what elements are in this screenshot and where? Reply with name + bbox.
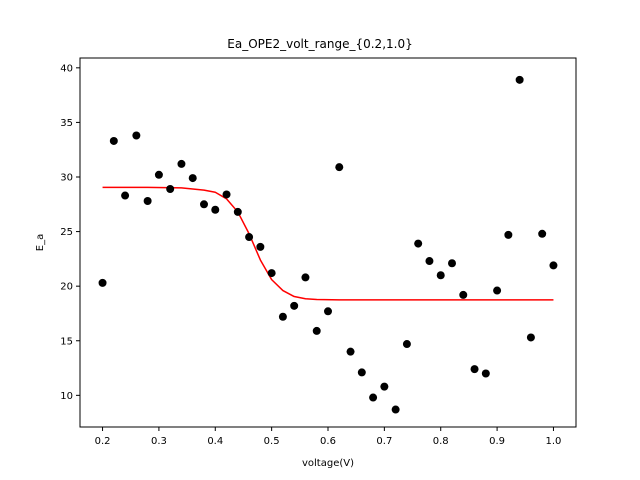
y-tick-label: 40 [60, 63, 73, 74]
data-point [245, 233, 254, 242]
data-point [335, 163, 344, 172]
x-tick-label: 0.9 [489, 436, 505, 447]
data-point [211, 205, 220, 214]
data-point [470, 365, 479, 374]
y-tick-label: 20 [60, 282, 73, 293]
y-axis-label: E_a [35, 234, 46, 251]
y-tick-label: 30 [60, 172, 73, 183]
y-axis-ticks: 10 15 20 25 30 35 40 [60, 63, 80, 402]
data-point [256, 242, 265, 251]
data-point [549, 261, 558, 270]
data-point [380, 382, 389, 391]
y-tick-label: 10 [60, 391, 73, 402]
data-point [504, 230, 513, 239]
data-point [493, 286, 502, 295]
data-point [538, 229, 547, 238]
plot-area [79, 57, 577, 428]
x-axis-label: voltage(V) [302, 458, 354, 469]
x-tick-label: 0.2 [95, 436, 111, 447]
data-point [312, 326, 321, 335]
x-tick-label: 0.4 [207, 436, 223, 447]
x-tick-label: 1.0 [546, 436, 562, 447]
data-point [188, 174, 197, 183]
data-point [515, 75, 524, 84]
data-point [121, 191, 130, 200]
data-point [391, 405, 400, 414]
data-point [200, 200, 208, 209]
data-point [346, 347, 355, 356]
data-point [290, 301, 299, 310]
fit-curve-line [102, 186, 554, 301]
data-point [278, 312, 287, 321]
data-point [414, 239, 423, 248]
data-points [98, 75, 558, 414]
data-point [425, 257, 434, 266]
data-point [459, 290, 468, 299]
data-point [436, 271, 445, 280]
data-point [369, 393, 378, 402]
data-point [177, 159, 186, 168]
data-point [481, 369, 490, 378]
data-point [143, 197, 152, 206]
x-tick-label: 0.5 [264, 436, 280, 447]
x-tick-label: 0.6 [320, 436, 336, 447]
y-tick-label: 25 [60, 227, 73, 238]
y-tick-label: 35 [60, 118, 73, 129]
x-axis-ticks: 0.2 0.3 0.4 0.5 0.6 0.7 0.8 0.9 1.0 [95, 427, 562, 447]
data-point [448, 259, 456, 268]
data-point [357, 368, 366, 377]
data-point [222, 190, 231, 199]
data-point [154, 170, 163, 179]
data-point [301, 273, 310, 282]
x-tick-label: 0.3 [151, 436, 167, 447]
data-point [267, 269, 276, 278]
x-tick-label: 0.8 [433, 436, 449, 447]
data-point [526, 333, 535, 342]
data-point [132, 131, 141, 140]
y-tick-label: 15 [60, 336, 73, 347]
data-point [109, 136, 118, 145]
data-point [324, 307, 332, 316]
data-point [166, 185, 175, 194]
data-point [402, 340, 411, 349]
fit-curve [102, 186, 554, 301]
chart-title: Ea_OPE2_volt_range_{0.2,1.0} [227, 37, 412, 51]
x-tick-label: 0.7 [376, 436, 392, 447]
data-point [98, 278, 107, 287]
data-point [233, 207, 242, 216]
